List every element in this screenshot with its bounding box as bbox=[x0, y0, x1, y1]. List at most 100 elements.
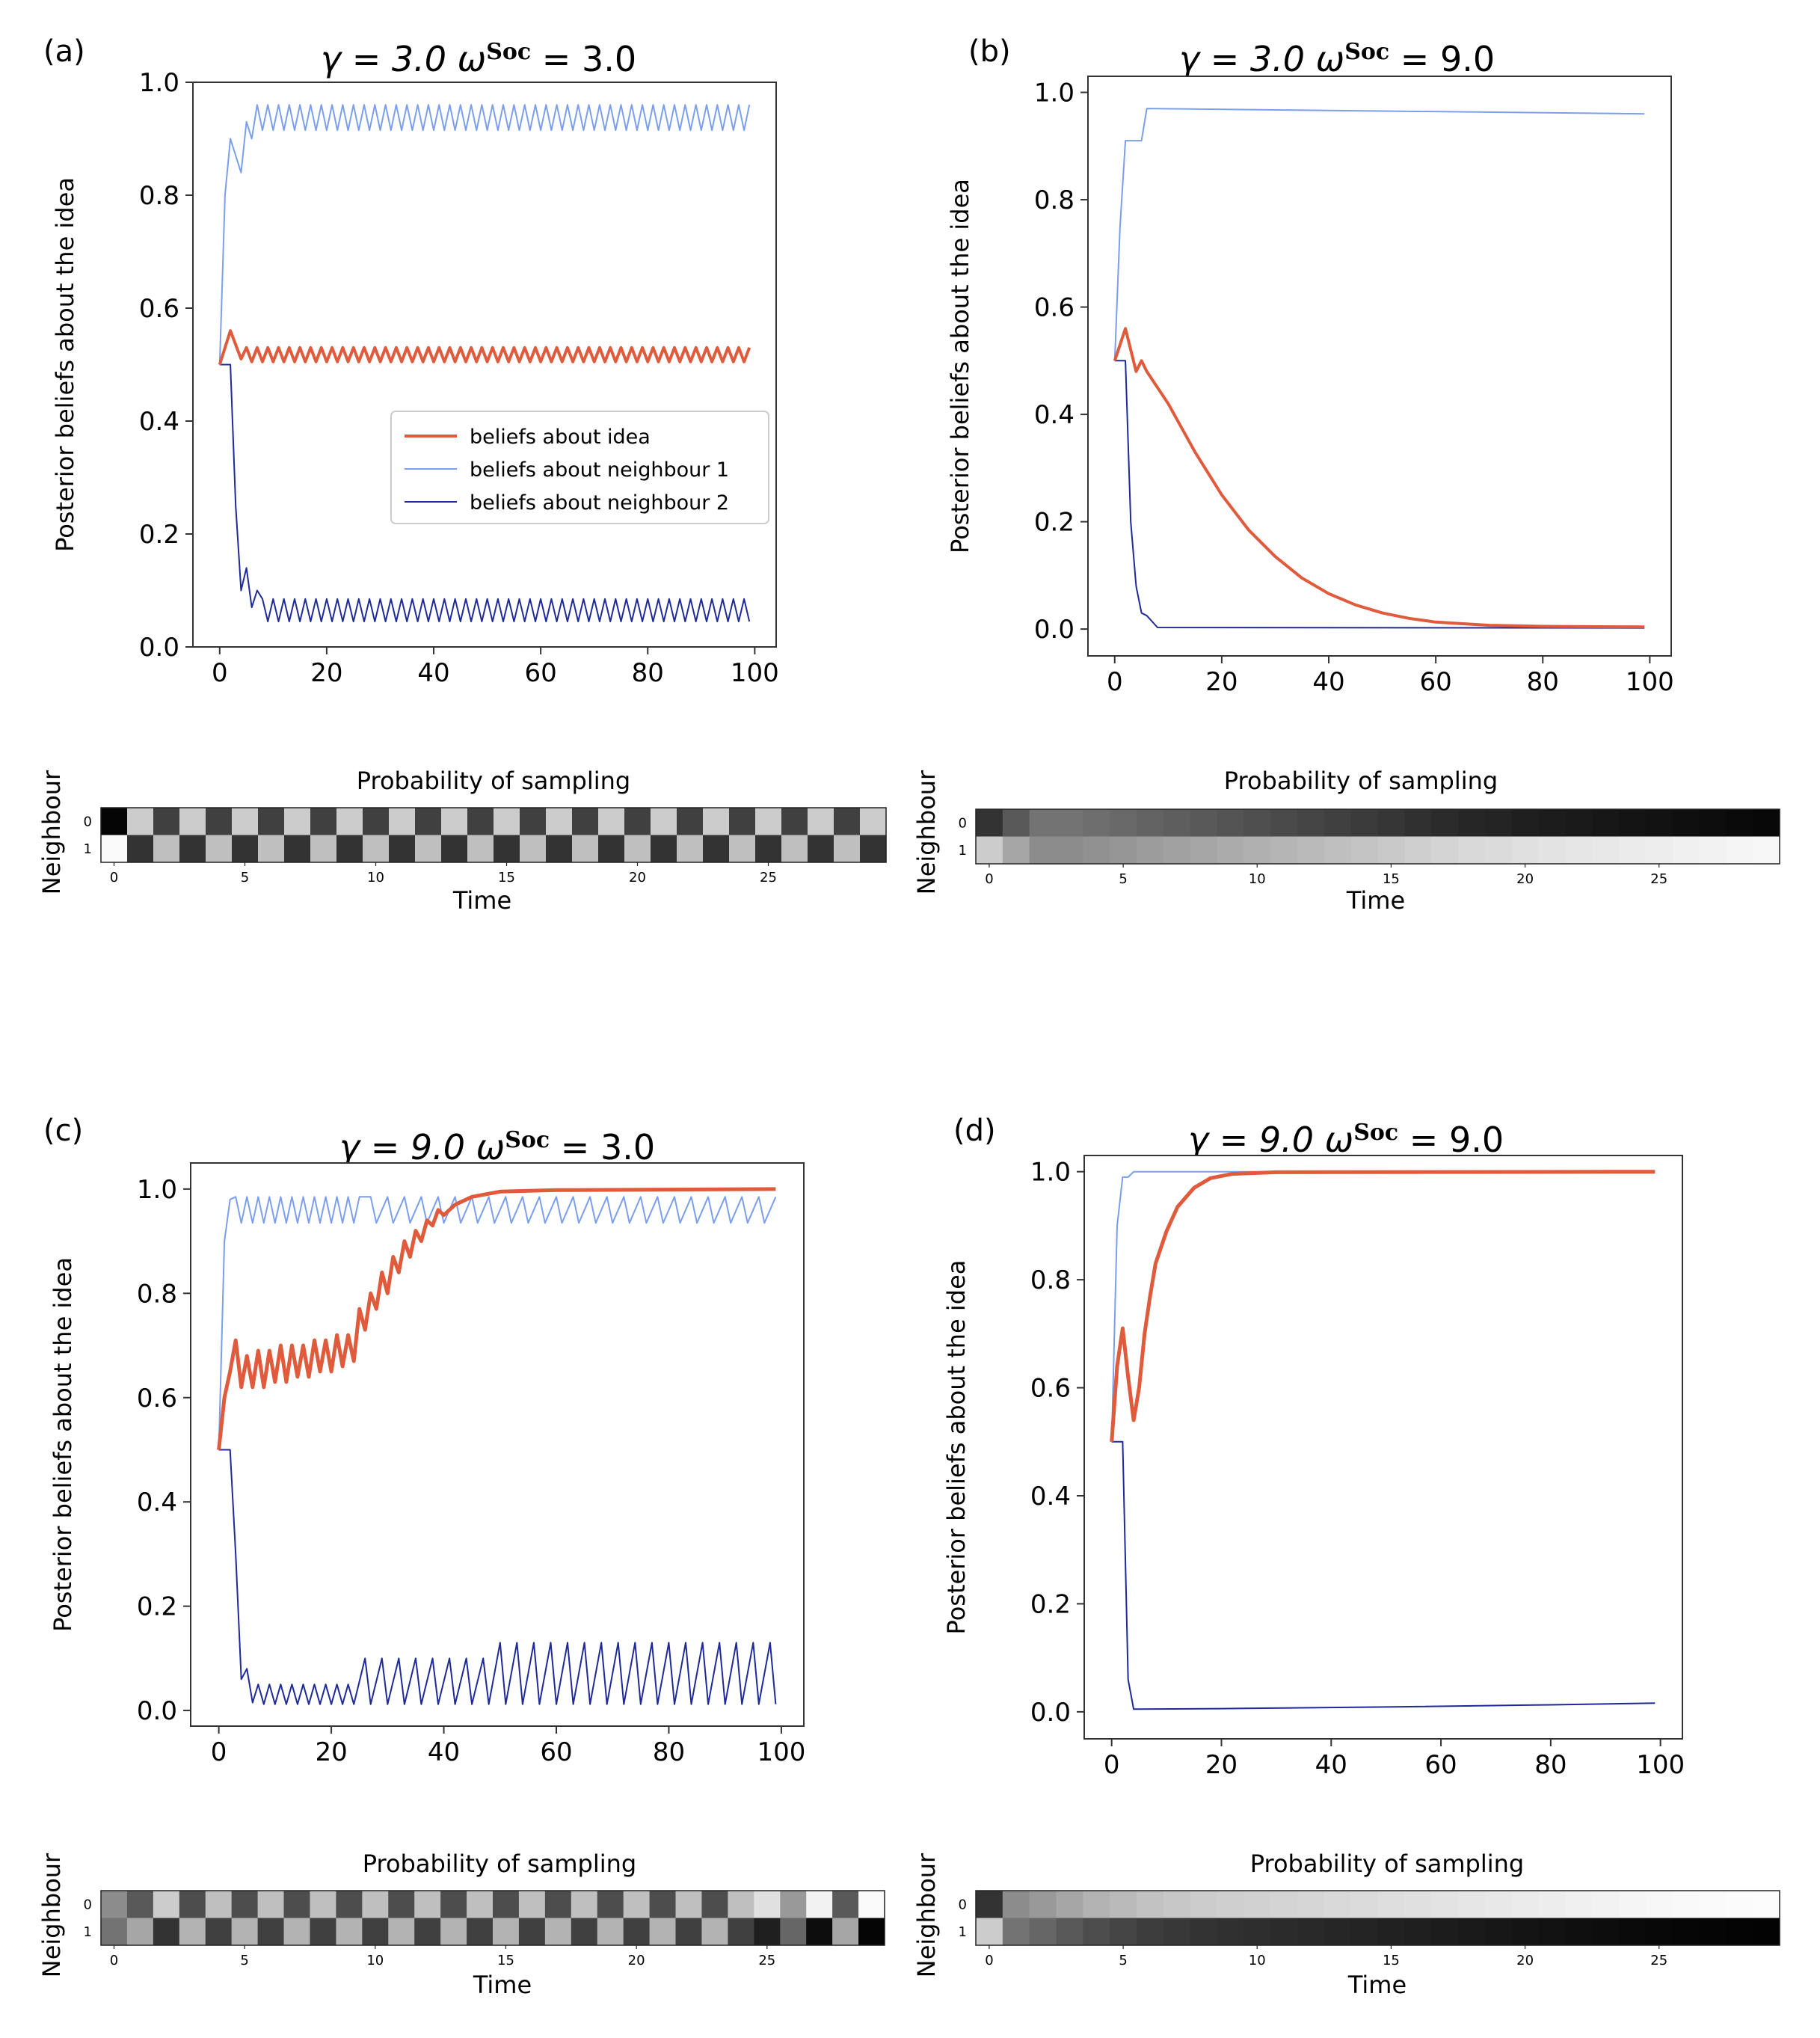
heatmap-cell bbox=[1270, 809, 1298, 837]
heatmap-cell bbox=[1243, 1918, 1271, 1945]
heatmap-cell bbox=[1672, 1918, 1700, 1945]
x-tick-label: 80 bbox=[1534, 1750, 1567, 1780]
heatmap-cell bbox=[258, 808, 285, 835]
heatmap-cell bbox=[467, 808, 494, 835]
heatmap-cell bbox=[1699, 836, 1727, 864]
heatmap-x-tick-label: 25 bbox=[1650, 1953, 1667, 1968]
heatmap-cell bbox=[467, 835, 494, 862]
heatmap-cell bbox=[1056, 1918, 1083, 1945]
heatmap-cell bbox=[976, 836, 1003, 864]
heatmap-cell bbox=[544, 1891, 572, 1918]
heatmap-cell bbox=[858, 1891, 885, 1918]
heatmap-cell bbox=[1056, 1891, 1083, 1918]
heatmap-cell bbox=[283, 1891, 311, 1918]
heatmap-cell bbox=[179, 1891, 206, 1918]
y-tick-label: 0.6 bbox=[139, 294, 179, 324]
heatmap-cell bbox=[388, 1918, 415, 1945]
heatmap-x-tick-label: 20 bbox=[1516, 1953, 1534, 1968]
y-tick-label: 0.8 bbox=[1034, 185, 1075, 215]
heatmap-cell bbox=[1002, 836, 1030, 864]
heatmap-x-tick-label: 5 bbox=[1119, 871, 1127, 887]
y-tick-label: 0.6 bbox=[1034, 293, 1075, 323]
heatmap-cell bbox=[649, 1918, 677, 1945]
x-tick-label: 40 bbox=[1315, 1750, 1347, 1780]
heatmap-cell bbox=[1029, 1891, 1057, 1918]
heatmap-cell bbox=[1110, 836, 1137, 864]
heatmap-cell bbox=[860, 835, 887, 862]
heatmap-cell bbox=[834, 835, 861, 862]
heatmap-x-tick-label: 10 bbox=[1249, 871, 1266, 887]
title-superscript: Soc bbox=[1353, 1120, 1398, 1146]
heatmap-cell bbox=[1029, 836, 1057, 864]
y-tick-label: 0.2 bbox=[1034, 508, 1075, 538]
x-tick-label: 20 bbox=[310, 658, 342, 688]
chart-panel-a: (a) γ = 3.0 ωSoc = 3.00 20 40 60 80 1000.00.20… bbox=[37, 34, 887, 915]
heatmap-cell bbox=[1538, 1918, 1566, 1945]
heatmap-cell bbox=[1619, 1918, 1647, 1945]
heatmap-cell bbox=[1270, 836, 1298, 864]
heatmap-cell bbox=[649, 1891, 677, 1918]
heatmap-cell bbox=[467, 1891, 494, 1918]
heatmap-cell bbox=[1592, 809, 1620, 837]
heatmap-cell bbox=[1163, 836, 1191, 864]
heatmap-cell bbox=[1645, 1891, 1673, 1918]
heatmap-cell bbox=[153, 835, 180, 862]
heatmap-cell bbox=[1110, 809, 1137, 837]
heatmap-cell bbox=[389, 835, 416, 862]
heatmap-cell bbox=[1243, 809, 1271, 837]
heatmap-cell bbox=[336, 835, 363, 862]
heatmap-x-tick-label: 25 bbox=[1650, 871, 1667, 887]
title-omega: ω bbox=[458, 39, 487, 79]
title-gamma: γ = 9.0 bbox=[339, 1127, 476, 1167]
heatmap-cell bbox=[675, 1918, 703, 1945]
title-superscript: Soc bbox=[486, 39, 531, 65]
heatmap-cell bbox=[284, 808, 311, 835]
heatmap-cell bbox=[1190, 1918, 1218, 1945]
heatmap-cell bbox=[1404, 1891, 1432, 1918]
legend-entry: beliefs about neighbour 2 bbox=[470, 491, 729, 515]
heatmap-cell bbox=[362, 1918, 389, 1945]
title-value: = 9.0 bbox=[1389, 39, 1495, 79]
heatmap-x-tick-label: 15 bbox=[1383, 1953, 1400, 1968]
legend: beliefs about idea beliefs about neighbou… bbox=[390, 411, 769, 524]
heatmap-cell bbox=[1190, 1891, 1218, 1918]
heatmap-cell bbox=[1056, 836, 1083, 864]
heatmap-cell bbox=[1511, 1918, 1540, 1945]
heatmap-cell bbox=[493, 1918, 520, 1945]
heatmap-cell bbox=[1190, 836, 1218, 864]
heatmap-cell bbox=[1217, 809, 1244, 837]
panel-label: (b) bbox=[968, 34, 1011, 69]
heatmap-cell bbox=[1137, 809, 1164, 837]
heatmap-cell bbox=[1726, 1918, 1753, 1945]
x-tick-label: 80 bbox=[632, 658, 664, 688]
heatmap-cell bbox=[544, 1918, 572, 1945]
series-line-beliefs-about-idea bbox=[1113, 327, 1645, 629]
x-tick-label: 40 bbox=[428, 1737, 460, 1767]
heatmap-cell bbox=[1619, 1891, 1647, 1918]
heatmap-cell bbox=[1377, 1891, 1405, 1918]
heatmap-frame bbox=[975, 1890, 1780, 1946]
heatmap-cell bbox=[571, 1918, 598, 1945]
heatmap-cell bbox=[1565, 1918, 1593, 1945]
heatmap-x-tick-label: 10 bbox=[366, 1953, 384, 1968]
series-line-beliefs-about-neighbour-2 bbox=[1114, 360, 1645, 629]
heatmap-y-label: Neighbour bbox=[912, 770, 941, 894]
heatmap-cell bbox=[362, 1891, 389, 1918]
title-superscript: Soc bbox=[505, 1127, 550, 1153]
heatmap-cell bbox=[780, 1891, 807, 1918]
heatmap-cell bbox=[441, 835, 468, 862]
heatmap-x-label: Time bbox=[1347, 1971, 1406, 1999]
heatmap-cell bbox=[1083, 809, 1110, 837]
heatmap-x-tick-label: 0 bbox=[110, 1953, 118, 1968]
heatmap-cell bbox=[336, 1891, 363, 1918]
heatmap-row-label: 1 bbox=[959, 1924, 967, 1940]
legend-entry: beliefs about neighbour 1 bbox=[470, 458, 729, 482]
heatmap-cell bbox=[101, 835, 128, 862]
heatmap-cell bbox=[1029, 809, 1057, 837]
x-tick-label: 80 bbox=[653, 1737, 685, 1767]
x-tick-label: 60 bbox=[1420, 667, 1452, 697]
heatmap-cell bbox=[651, 835, 677, 862]
